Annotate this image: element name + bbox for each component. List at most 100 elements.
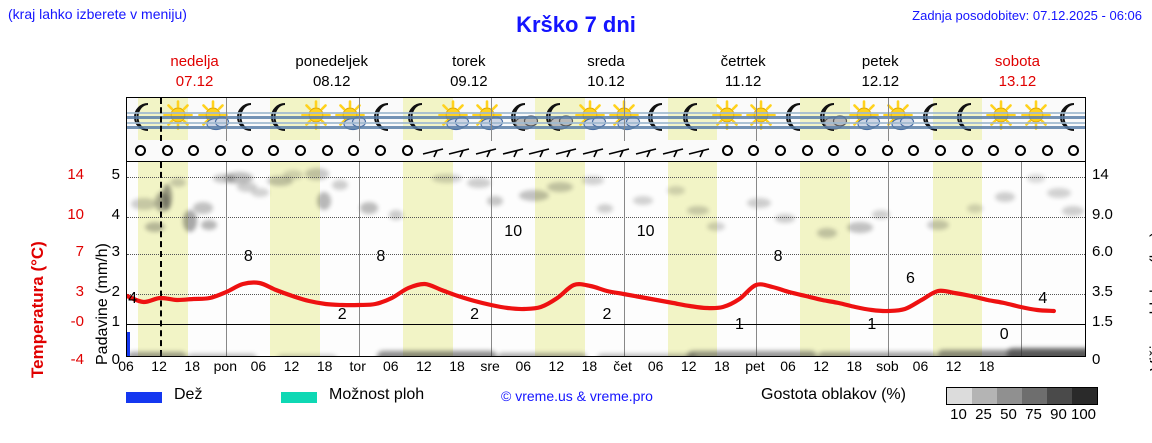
rain-legend-label: Dež: [174, 386, 203, 403]
time-tick-06: 06: [912, 358, 929, 374]
cloud-density-step-4: [1047, 388, 1072, 404]
cloud-density-blob: [597, 204, 613, 213]
cloud-density-blob: [360, 202, 378, 214]
low-cloud-mass: [377, 351, 497, 356]
low-cloud-mass: [597, 354, 697, 356]
cloud-density-blob: [131, 198, 157, 210]
temperature-tick-2: 7: [75, 243, 84, 260]
gridline-day-6: [888, 162, 890, 356]
wind-calm-circle: [188, 145, 200, 156]
cloud-density-blob: [707, 222, 725, 231]
wind-calm-circle: [268, 145, 280, 156]
wind-barb: [609, 148, 630, 158]
cloud-density-blob: [747, 198, 771, 208]
day-date: 10.12: [587, 73, 625, 90]
day-header-ponedeljek: ponedeljek 08.12: [263, 52, 400, 94]
day-name: sreda: [587, 53, 625, 70]
wind-barb: [422, 148, 443, 158]
precipitation-tick-1: 4: [111, 206, 120, 223]
temperature-value-label: 0: [999, 326, 1009, 343]
precipitation-axis-title-text: Padavine (mm/h): [94, 243, 111, 365]
precipitation-tick-4: 1: [111, 313, 120, 330]
cloud-density-blob: [927, 220, 949, 230]
day-date: 09.12: [450, 73, 488, 90]
cloud-density-blob: [283, 170, 303, 180]
time-tick-06: 06: [515, 358, 532, 374]
gridline-h-2: [127, 254, 1085, 255]
cloud-density-tick-10: 10: [950, 406, 967, 423]
time-tick-pon: pon: [213, 358, 237, 374]
weather-icon-sun: [984, 98, 1018, 140]
day-date: 08.12: [312, 73, 351, 90]
gridline-day-7: [1020, 162, 1022, 356]
cloud-density-blob: [995, 192, 1015, 202]
precipitation-tick-5: 0: [111, 351, 120, 368]
copyright-text[interactable]: © vreme.us & vreme.pro: [501, 388, 653, 404]
wind-barb: [529, 148, 550, 158]
cloud-density-blob: [183, 210, 197, 232]
gridline-day-5: [755, 162, 757, 356]
current-time-line: [160, 162, 163, 356]
time-tick-06: 06: [383, 358, 399, 374]
icon-day-divider-6: [888, 98, 890, 141]
wind-calm-circle: [774, 145, 786, 156]
cloud-height-tick-0: 14: [1092, 166, 1109, 183]
temperature-value-label: 8: [243, 247, 253, 265]
cloud-density-blob: [687, 206, 709, 215]
cloud-density-blob: [267, 176, 293, 186]
temperature-value-label: 8: [773, 247, 783, 265]
temperature-value-label: 2: [470, 306, 480, 323]
day-name: četrtek: [720, 53, 766, 70]
daylight-band-3: [535, 162, 585, 356]
current-time-line: [160, 98, 163, 141]
gridline-day-2: [358, 162, 360, 356]
cloud-density-blob: [237, 182, 257, 192]
cloud-density-legend-title: Gostota oblakov (%): [761, 386, 906, 403]
time-tick-12: 12: [548, 358, 565, 374]
cloud-density-step-5: [1072, 388, 1097, 404]
day-header-sobota: sobota 13.12: [949, 52, 1086, 94]
cloud-density-blob: [201, 220, 217, 230]
humidity-stripe-2: [127, 122, 1085, 124]
showers-legend-label: Možnost ploh: [329, 386, 425, 403]
cloud-height-tick-3: 3.5: [1092, 283, 1113, 300]
time-tick-18: 18: [581, 358, 598, 374]
page-title: Krško 7 dni: [516, 12, 636, 37]
wind-calm-circle: [881, 145, 893, 156]
cloud-density-blob: [633, 196, 653, 205]
day-date: 11.12: [724, 73, 762, 90]
cloud-density-blob: [213, 174, 235, 183]
time-tick-18: 18: [184, 358, 200, 374]
time-tick-sre: sre: [480, 358, 500, 374]
humidity-stripe-1: [127, 116, 1085, 119]
weather-icon-sun: [744, 98, 778, 140]
cloud-density-blob: [251, 188, 269, 197]
gridline-day-4: [623, 162, 625, 356]
weather-icon-sun-cloud: [196, 98, 230, 140]
precipitation-tick-3: 2: [111, 283, 120, 300]
cloud-density-blob: [872, 210, 890, 219]
day-header-nedelja: nedelja 07.12: [126, 52, 263, 94]
cloud-density-blob: [170, 178, 186, 187]
weather-icon-moon: [916, 98, 950, 140]
low-cloud-mass: [127, 352, 187, 356]
cloud-density-blob: [1062, 206, 1084, 216]
wind-barb: [582, 148, 603, 158]
cloud-height-axis-title-text: Višina oblakov (km): [1148, 231, 1152, 371]
temperature-tick-1: 10: [67, 206, 84, 223]
wind-calm-circle: [1014, 145, 1026, 156]
cloud-density-step-0: [947, 388, 972, 404]
cloud-density-blob: [467, 178, 491, 188]
showers-legend-swatch: [281, 392, 317, 403]
icon-day-divider-3: [491, 98, 493, 141]
low-cloud-mass: [817, 352, 937, 356]
cloud-density-blob: [775, 214, 795, 223]
time-tick-sob: sob: [876, 358, 899, 374]
day-name: petek: [861, 53, 899, 70]
cloud-density-blob: [519, 190, 549, 201]
time-tick-12: 12: [416, 358, 432, 374]
wind-calm-circle: [161, 145, 173, 156]
daylight-band-2: [402, 162, 453, 356]
weather-icon-moon: [230, 98, 264, 140]
day-header-row: nedelja 07.12 ponedeljek 08.12 torek 09.12 sre…: [126, 52, 1086, 94]
